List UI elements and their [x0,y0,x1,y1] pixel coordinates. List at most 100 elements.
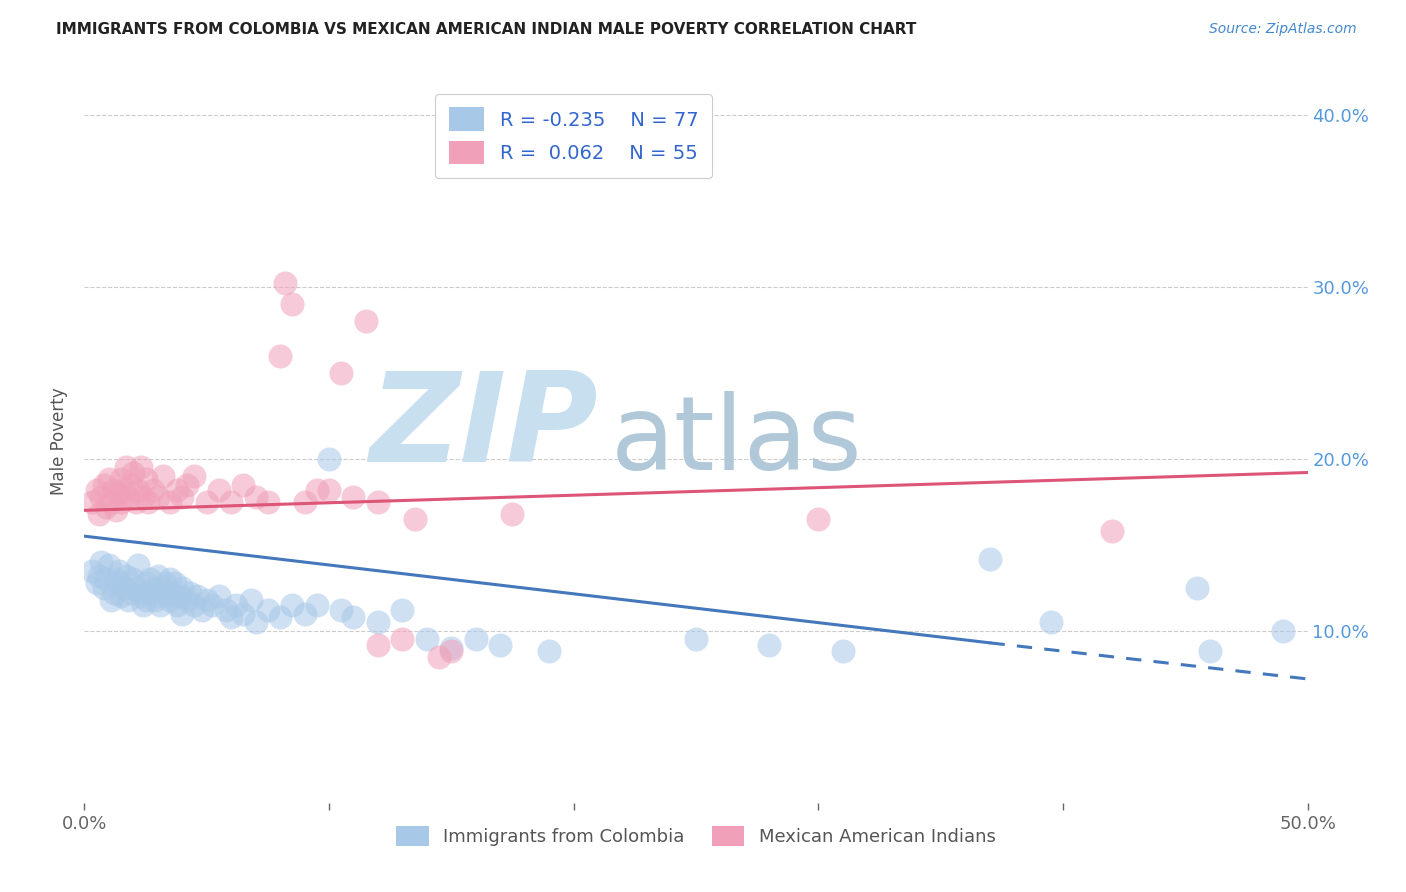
Point [90,490,112,504]
Point [105,503,128,517]
Point [191,603,214,617]
Point [100,592,122,607]
Point [208,483,231,497]
Point [208,590,231,604]
Y-axis label: Male Poverty: Male Poverty [49,388,67,495]
Point [163,575,186,590]
Text: ZIP: ZIP [370,367,598,488]
Text: Source: ZipAtlas.com: Source: ZipAtlas.com [1209,22,1357,37]
Legend: Immigrants from Colombia, Mexican American Indians: Immigrants from Colombia, Mexican Americ… [387,817,1005,855]
Point [183,469,205,483]
Point [404,512,426,526]
Point [107,486,129,500]
Point [110,472,132,486]
Point [269,349,291,363]
Point [1039,615,1062,630]
Point [86,483,108,497]
Point [219,610,242,624]
Point [169,590,191,604]
Point [186,590,208,604]
Point [135,575,157,590]
Point [87,507,110,521]
Point [367,615,389,630]
Point [112,483,135,497]
Point [142,483,165,497]
Point [120,477,142,491]
Point [135,472,157,486]
Point [179,586,201,600]
Point [1198,644,1220,658]
Point [354,314,377,328]
Point [294,607,316,621]
Point [129,590,152,604]
Text: IMMIGRANTS FROM COLOMBIA VS MEXICAN AMERICAN INDIAN MALE POVERTY CORRELATION CHA: IMMIGRANTS FROM COLOMBIA VS MEXICAN AMER… [56,22,917,37]
Point [105,572,128,586]
Point [1272,624,1295,638]
Point [129,460,152,475]
Point [103,586,125,600]
Point [232,477,254,491]
Point [612,159,634,173]
Point [143,592,166,607]
Point [807,512,830,526]
Point [232,607,254,621]
Point [538,644,561,658]
Point [86,575,108,590]
Point [245,615,267,630]
Point [136,586,159,600]
Point [96,572,118,586]
Point [318,483,340,497]
Point [440,640,463,655]
Point [100,494,122,508]
Point [758,638,780,652]
Point [159,494,181,508]
Point [125,494,148,508]
Point [225,598,247,612]
Text: atlas: atlas [610,391,862,492]
Point [127,558,149,573]
Point [274,277,297,291]
Point [281,598,304,612]
Point [416,632,439,647]
Point [219,494,242,508]
Point [367,638,389,652]
Point [200,598,222,612]
Point [90,555,112,569]
Point [87,568,110,582]
Point [685,632,707,647]
Point [427,649,450,664]
Point [146,590,169,604]
Point [172,490,194,504]
Point [80,564,103,578]
Point [132,598,155,612]
Point [294,494,316,508]
Point [257,603,280,617]
Point [269,610,291,624]
Point [166,483,188,497]
Point [93,581,115,595]
Point [318,451,340,466]
Point [172,581,194,595]
Point [281,297,304,311]
Point [117,490,139,504]
Point [93,477,115,491]
Point [132,490,155,504]
Point [80,494,103,508]
Point [172,607,194,621]
Point [342,610,364,624]
Point [831,644,853,658]
Point [979,551,1001,566]
Point [342,490,364,504]
Point [153,575,176,590]
Point [149,598,172,612]
Point [176,477,198,491]
Point [1101,524,1123,538]
Point [125,581,148,595]
Point [117,592,139,607]
Point [120,586,142,600]
Point [176,592,198,607]
Point [245,490,267,504]
Point [112,581,135,595]
Point [107,564,129,578]
Point [146,490,169,504]
